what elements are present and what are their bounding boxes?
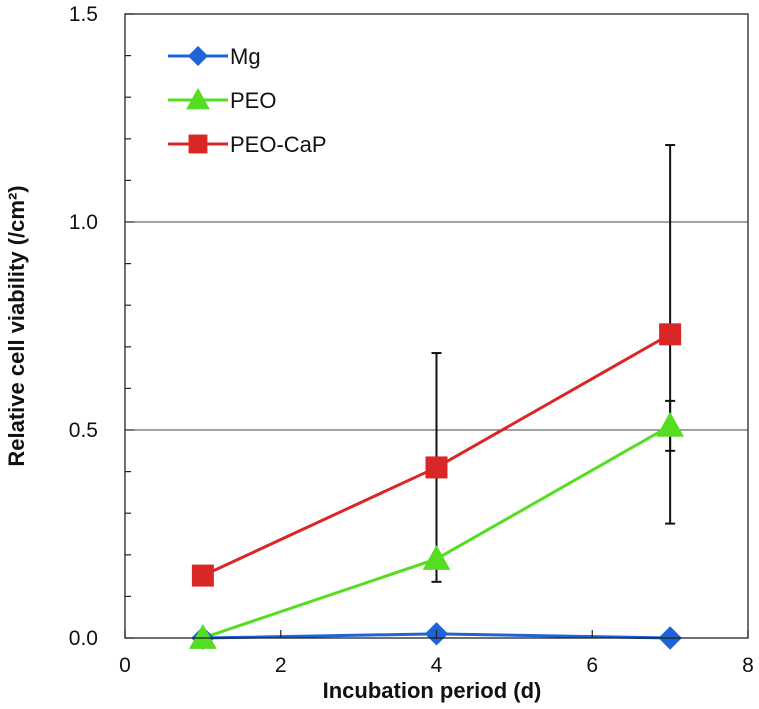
tick-labels: 0.0 0.5 1.0 1.5 0 2 4 6 8: [69, 3, 754, 677]
legend-label-peo-cap: PEO-CaP: [230, 132, 327, 157]
legend-marker-peo-cap: [188, 134, 208, 154]
data-point-peo-cap-1: [425, 456, 448, 479]
y-tick-label: 0.0: [69, 627, 98, 650]
x-tick-label: 0: [119, 654, 131, 677]
data-point-peo-cap-0: [191, 564, 214, 587]
x-tick-label: 4: [431, 654, 443, 677]
y-tick-label: 1.0: [69, 211, 98, 234]
legend-marker-peo: [186, 87, 210, 110]
legend-label-peo: PEO: [230, 88, 276, 113]
legend-marker-mg: [187, 45, 209, 67]
legend: Mg PEO PEO-CaP: [168, 44, 327, 157]
x-tick-label: 2: [275, 654, 287, 677]
data-point-peo-1: [422, 544, 451, 570]
legend-label-mg: Mg: [230, 44, 261, 69]
error-bars: [431, 144, 676, 583]
data-point-peo-cap-2: [659, 323, 682, 346]
y-tick-label: 1.5: [69, 3, 98, 26]
data-point-peo-0: [189, 623, 217, 649]
data-point-peo-2: [656, 411, 684, 437]
y-axis-title: Relative cell viability (/cm²): [4, 185, 29, 466]
x-axis-title: Incubation period (d): [323, 678, 542, 703]
x-tick-label: 8: [742, 654, 754, 677]
data-markers: [189, 323, 684, 650]
tick-marks: [124, 13, 749, 639]
x-tick-label: 6: [586, 654, 598, 677]
y-tick-label: 0.5: [69, 419, 98, 442]
